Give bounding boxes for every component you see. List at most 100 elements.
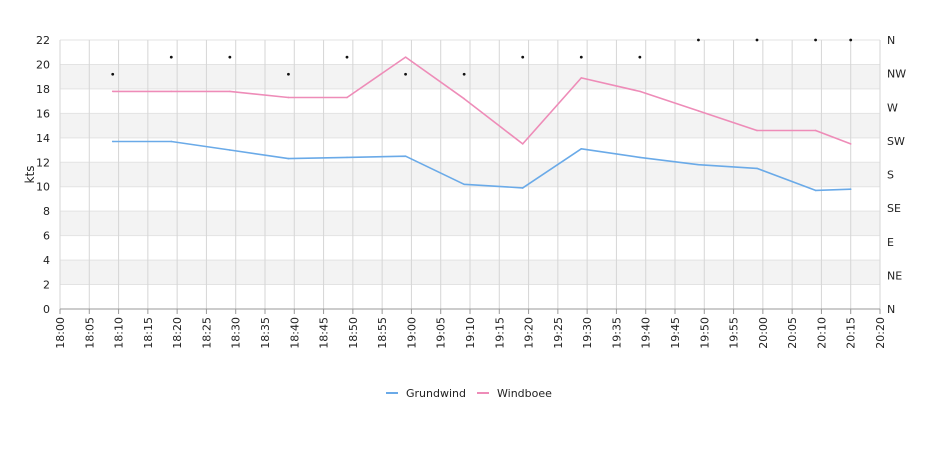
x-tick-label: 18:35	[259, 317, 272, 349]
x-tick-label: 19:55	[728, 317, 741, 349]
data-point	[849, 143, 852, 145]
data-point	[756, 167, 758, 170]
data-point	[521, 187, 524, 189]
direction-marker	[755, 38, 759, 42]
data-point	[229, 90, 231, 93]
x-tick-label: 18:30	[230, 317, 243, 349]
y-tick-label: 8	[43, 205, 50, 218]
x-axis-ticks: 18:00 18:05 18:10 18:15 18:20 18:25 18:30 18:35…	[54, 309, 887, 349]
direction-axis-ticks: N NE E SE S SW W NW N	[887, 34, 906, 316]
x-tick-label: 20:05	[786, 317, 799, 349]
data-point	[346, 156, 348, 159]
x-tick-label: 19:20	[523, 317, 536, 349]
direction-label: NE	[887, 269, 902, 282]
x-tick-label: 19:00	[405, 317, 418, 349]
data-point	[639, 156, 641, 159]
x-tick-label: 19:15	[493, 317, 506, 349]
data-point	[287, 157, 290, 160]
data-point	[287, 96, 290, 99]
legend: Grundwind Windboee	[386, 387, 552, 400]
y-tick-label: 20	[36, 58, 50, 71]
direction-label: NW	[887, 68, 906, 81]
vertical-gridlines	[59, 40, 881, 309]
legend-label: Grundwind	[406, 387, 466, 400]
direction-marker	[228, 55, 232, 59]
direction-label: SE	[887, 202, 901, 215]
data-point	[639, 90, 641, 93]
x-tick-label: 18:25	[200, 317, 213, 349]
y-tick-label: 6	[43, 230, 50, 243]
data-point	[814, 129, 817, 132]
data-point	[580, 148, 583, 150]
series-line-0	[112, 140, 851, 192]
data-point	[404, 56, 407, 58]
y-tick-label: 16	[36, 107, 50, 120]
direction-marker	[814, 38, 817, 42]
x-tick-label: 19:50	[698, 317, 711, 349]
data-point	[170, 140, 173, 143]
x-tick-label: 18:15	[142, 317, 155, 349]
data-point	[697, 163, 700, 166]
data-point	[849, 188, 852, 190]
direction-label: N	[887, 34, 895, 47]
direction-label: N	[887, 303, 895, 316]
y-tick-label: 4	[43, 254, 50, 267]
data-point	[170, 90, 173, 93]
y-axis-ticks: 0 2 4 6 8 10 12 14 16 18 20 22	[36, 34, 50, 316]
direction-marker	[462, 72, 466, 76]
y-tick-label: 12	[36, 156, 50, 169]
data-point	[756, 129, 758, 132]
y-tick-label: 0	[43, 303, 50, 316]
series-line-1	[112, 56, 851, 145]
x-tick-label: 19:40	[640, 317, 653, 349]
x-tick-label: 19:35	[610, 317, 623, 349]
direction-label: W	[887, 101, 898, 114]
x-tick-label: 19:05	[435, 317, 448, 349]
data-point	[521, 143, 524, 145]
x-tick-label: 18:45	[318, 317, 331, 349]
direction-marker	[111, 72, 115, 76]
data-point	[111, 90, 114, 93]
x-tick-label: 20:00	[757, 317, 770, 349]
x-tick-label: 19:45	[669, 317, 682, 349]
data-point	[229, 149, 231, 151]
x-tick-label: 18:20	[171, 317, 184, 349]
x-tick-label: 19:10	[464, 317, 477, 349]
y-tick-label: 18	[36, 83, 50, 96]
y-tick-label: 14	[36, 132, 50, 145]
data-point	[580, 77, 583, 79]
y-tick-label: 10	[36, 181, 50, 194]
x-tick-label: 19:30	[581, 317, 594, 349]
direction-markers	[111, 38, 853, 76]
x-tick-label: 18:40	[288, 317, 301, 349]
x-tick-label: 18:55	[376, 317, 389, 349]
data-point	[697, 110, 700, 112]
data-point	[346, 96, 348, 99]
x-tick-label: 19:25	[552, 317, 565, 349]
direction-marker	[345, 55, 349, 59]
y-tick-label: 2	[43, 279, 50, 292]
legend-label: Windboee	[497, 387, 552, 400]
direction-marker	[697, 38, 700, 42]
direction-label: E	[887, 236, 894, 249]
x-tick-label: 20:10	[815, 317, 828, 349]
data-point	[463, 183, 465, 186]
direction-marker	[579, 55, 583, 59]
x-tick-label: 18:10	[113, 317, 126, 349]
direction-marker	[169, 55, 173, 59]
direction-marker	[849, 38, 853, 42]
series-lines	[111, 56, 852, 192]
y-axis-label: kts	[23, 166, 37, 184]
direction-marker	[287, 72, 290, 76]
direction-marker	[521, 55, 525, 59]
direction-marker	[404, 72, 407, 76]
data-point	[111, 140, 114, 143]
data-point	[463, 97, 465, 100]
direction-label: SW	[887, 135, 905, 148]
data-point	[814, 189, 817, 192]
x-tick-label: 18:50	[347, 317, 360, 349]
direction-label: S	[887, 169, 894, 182]
x-tick-label: 18:00	[54, 317, 67, 349]
direction-marker	[638, 55, 642, 59]
